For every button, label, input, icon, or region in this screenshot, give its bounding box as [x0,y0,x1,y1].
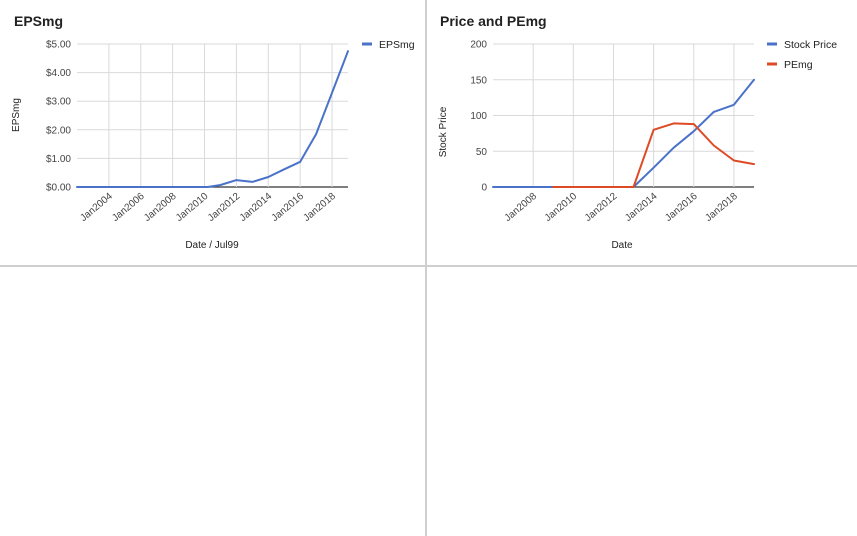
price-pemg-chart: Price and PEmg 0 50 100 150 200 Jan2008 Jan2010… [438,13,837,251]
price-pemg-chart-panel: Price and PEmg 0 50 100 150 200 Jan2008 Jan2010… [427,0,857,265]
y-tick-label: $1.00 [46,154,71,165]
series-line [552,122,755,188]
x-tick-label: Jan2018 [302,191,339,224]
x-tick-label: Jan2006 [110,191,147,224]
x-tick-label: Jan2008 [142,191,179,224]
x-tick-label: Jan2018 [703,191,740,224]
x-tick-label: Jan2014 [238,191,275,224]
y-axis-title: Stock Price [438,106,449,157]
x-tick-label: Jan2012 [206,191,243,224]
legend-label: PEmg [784,59,813,71]
epsmg-chart: EPSmg $0.00 $1.00 $2.00 $3.00 $4.00 $5.00 Jan20… [11,13,415,251]
y-tick-label: 200 [470,40,487,51]
y-tick-label: 100 [470,111,487,122]
x-tick-label: Jan2012 [583,191,620,224]
legend-label: Stock Price [784,39,837,51]
x-tick-label: Jan2010 [543,191,580,224]
y-tick-label: 0 [481,183,487,194]
legend-label: EPSmg [379,39,415,51]
epsmg-chart-panel: EPSmg $0.00 $1.00 $2.00 $3.00 $4.00 $5.00 Jan20… [0,0,425,265]
y-tick-label: $0.00 [46,183,71,194]
graham-number-chart-panel: Graham Number and Stock Price05010015020… [0,267,425,536]
x-axis-title: Date [611,240,633,251]
dividend-history-chart: Dividend History-$1.00-$0.50$0.00$0.50$1… [427,267,857,536]
graham-number-chart: Graham Number and Stock Price05010015020… [0,267,425,536]
series-line [76,50,349,188]
x-tick-label: Jan2010 [174,191,211,224]
x-tick-label: Jan2016 [270,191,307,224]
chart-title: Price and PEmg [440,13,547,29]
y-tick-label: 150 [470,75,487,86]
dividend-history-chart-panel: Dividend History-$1.00-$0.50$0.00$0.50$1… [427,267,857,536]
y-axis-title: EPSmg [11,98,22,132]
y-tick-label: $3.00 [46,97,71,108]
y-tick-label: $4.00 [46,68,71,79]
x-tick-label: Jan2014 [623,191,660,224]
y-tick-label: $2.00 [46,125,71,136]
x-tick-label: Jan2004 [78,191,115,224]
y-tick-label: $5.00 [46,40,71,51]
x-tick-label: Jan2008 [503,191,540,224]
y-tick-label: 50 [476,147,488,158]
chart-title: EPSmg [14,13,63,29]
x-axis-title: Date / Jul99 [185,240,239,251]
series-line [492,78,755,188]
x-tick-label: Jan2016 [663,191,700,224]
